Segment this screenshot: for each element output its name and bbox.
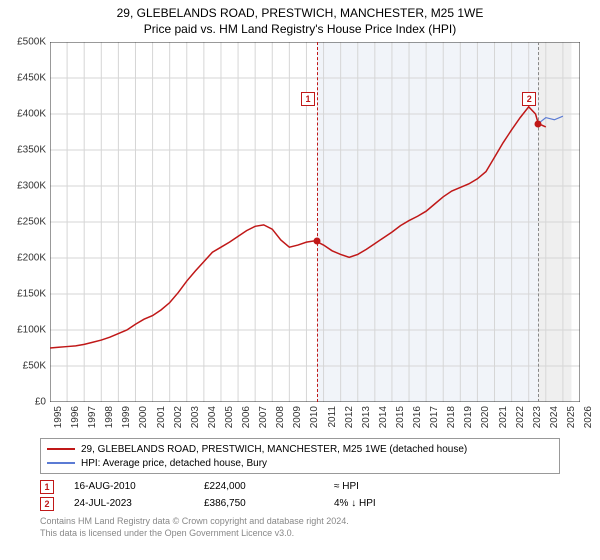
x-tick-label: 2018	[446, 406, 457, 428]
legend-swatch	[47, 462, 75, 464]
y-tick-label: £150K	[17, 289, 46, 300]
x-tick-label: 1998	[104, 406, 115, 428]
x-tick-label: 2000	[138, 406, 149, 428]
x-tick-label: 2016	[412, 406, 423, 428]
chart-title-2: Price paid vs. HM Land Registry's House …	[0, 22, 600, 36]
sale-point	[314, 237, 321, 244]
x-tick-label: 2023	[532, 406, 543, 428]
x-tick-label: 1999	[121, 406, 132, 428]
x-tick-label: 2002	[173, 406, 184, 428]
x-tick-label: 1996	[70, 406, 81, 428]
y-tick-label: £0	[35, 397, 46, 408]
x-tick-label: 2004	[207, 406, 218, 428]
y-tick-label: £450K	[17, 73, 46, 84]
legend-label: HPI: Average price, detached house, Bury	[81, 458, 267, 469]
sale-row: 2 24-JUL-2023£386,7504% ↓ HPI	[40, 495, 560, 512]
x-tick-label: 2015	[395, 406, 406, 428]
sale-price: £224,000	[204, 481, 334, 492]
x-tick-label: 2012	[344, 406, 355, 428]
x-tick-label: 2021	[498, 406, 509, 428]
legend-item: HPI: Average price, detached house, Bury	[47, 456, 553, 470]
footer: Contains HM Land Registry data © Crown c…	[40, 516, 349, 539]
footer-line-2: This data is licensed under the Open Gov…	[40, 528, 349, 540]
sale-row: 1 16-AUG-2010£224,000≈ HPI	[40, 478, 560, 495]
y-tick-label: £350K	[17, 145, 46, 156]
x-tick-label: 2019	[463, 406, 474, 428]
footer-line-1: Contains HM Land Registry data © Crown c…	[40, 516, 349, 528]
x-tick-label: 1997	[87, 406, 98, 428]
sale-marker-box: 2	[40, 497, 54, 511]
x-tick-label: 2005	[224, 406, 235, 428]
x-tick-label: 2003	[190, 406, 201, 428]
x-tick-label: 2024	[549, 406, 560, 428]
chart-title-1: 29, GLEBELANDS ROAD, PRESTWICH, MANCHEST…	[0, 6, 600, 20]
sale-date: 16-AUG-2010	[74, 481, 204, 492]
sales-table: 1 16-AUG-2010£224,000≈ HPI 2 24-JUL-2023£38…	[40, 478, 560, 512]
y-tick-label: £500K	[17, 37, 46, 48]
marker-line	[317, 42, 318, 402]
legend-swatch	[47, 448, 75, 450]
legend: 29, GLEBELANDS ROAD, PRESTWICH, MANCHEST…	[40, 438, 560, 474]
y-tick-label: £50K	[23, 361, 46, 372]
x-tick-label: 2007	[258, 406, 269, 428]
legend-label: 29, GLEBELANDS ROAD, PRESTWICH, MANCHEST…	[81, 444, 467, 455]
y-tick-label: £300K	[17, 181, 46, 192]
x-tick-label: 2017	[429, 406, 440, 428]
y-tick-label: £250K	[17, 217, 46, 228]
x-tick-label: 1995	[53, 406, 64, 428]
marker-label: 1	[301, 92, 315, 106]
y-tick-label: £400K	[17, 109, 46, 120]
title-block: 29, GLEBELANDS ROAD, PRESTWICH, MANCHEST…	[0, 0, 600, 36]
y-tick-label: £200K	[17, 253, 46, 264]
sale-price: £386,750	[204, 498, 334, 509]
x-tick-label: 2020	[480, 406, 491, 428]
sale-date: 24-JUL-2023	[74, 498, 204, 509]
sale-note: 4% ↓ HPI	[334, 498, 464, 509]
x-tick-label: 2009	[292, 406, 303, 428]
x-tick-label: 2013	[361, 406, 372, 428]
marker-label: 2	[522, 92, 536, 106]
x-tick-label: 2014	[378, 406, 389, 428]
sale-note: ≈ HPI	[334, 481, 464, 492]
x-tick-label: 2001	[156, 406, 167, 428]
legend-item: 29, GLEBELANDS ROAD, PRESTWICH, MANCHEST…	[47, 442, 553, 456]
marker-line	[538, 42, 539, 402]
sale-marker-box: 1	[40, 480, 54, 494]
chart-container: 29, GLEBELANDS ROAD, PRESTWICH, MANCHEST…	[0, 0, 600, 560]
x-tick-label: 2022	[515, 406, 526, 428]
x-tick-label: 2025	[566, 406, 577, 428]
x-tick-label: 2011	[327, 406, 338, 428]
x-tick-label: 2010	[309, 406, 320, 428]
x-tick-label: 2008	[275, 406, 286, 428]
x-tick-label: 2006	[241, 406, 252, 428]
x-tick-label: 2026	[583, 406, 594, 428]
sale-point	[535, 120, 542, 127]
plot-area: 12 £0£50K£100K£150K£200K£250K£300K£350K£…	[50, 42, 580, 402]
y-tick-label: £100K	[17, 325, 46, 336]
